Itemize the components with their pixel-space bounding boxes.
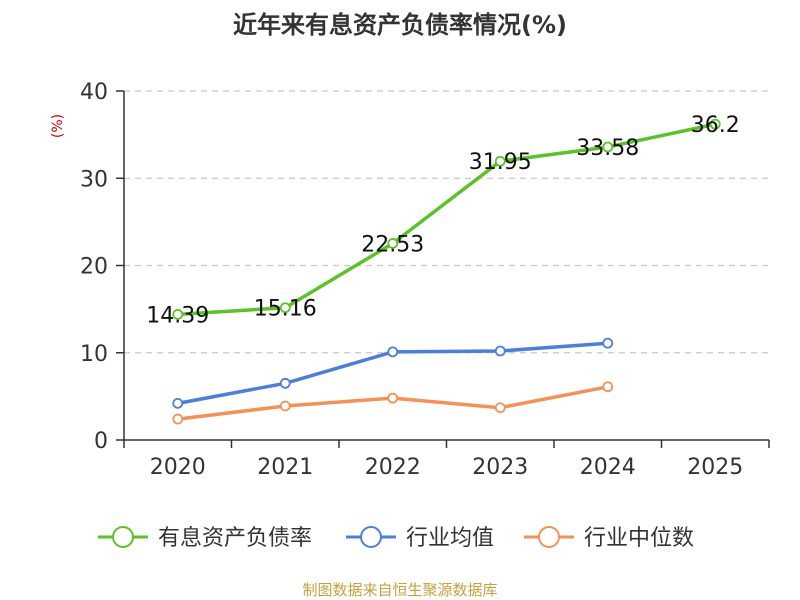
series-line-0 xyxy=(176,122,718,317)
data-point[interactable] xyxy=(279,377,291,389)
x-tick-label: 2023 xyxy=(472,455,528,480)
series-lines xyxy=(172,118,721,425)
y-tick-label: 20 xyxy=(80,255,108,280)
data-point[interactable] xyxy=(602,337,614,349)
x-tick-label: 2020 xyxy=(150,455,206,480)
legend-label: 有息资产负债率 xyxy=(158,526,312,551)
data-label: 31.95 xyxy=(469,150,532,175)
data-point[interactable] xyxy=(494,155,506,167)
data-point[interactable] xyxy=(387,392,399,404)
data-label: 33.58 xyxy=(576,136,639,161)
data-label: 36.2 xyxy=(691,113,740,138)
axes: 0 10 20 30 40 2020 2021 2022 2023 2024 2025 xyxy=(80,80,770,480)
legend-item-2[interactable]: 行业中位数 xyxy=(524,526,694,551)
data-point[interactable] xyxy=(279,302,291,314)
x-tick-label: 2025 xyxy=(687,455,743,480)
legend-label: 行业均值 xyxy=(406,526,494,551)
legend[interactable]: 有息资产负债率 行业均值 行业中位数 xyxy=(98,526,694,551)
data-point[interactable] xyxy=(172,397,184,409)
data-point[interactable] xyxy=(279,400,291,412)
data-point[interactable] xyxy=(602,381,614,393)
data-point[interactable] xyxy=(494,402,506,414)
x-tick-label: 2021 xyxy=(257,455,313,480)
legend-swatch-marker xyxy=(112,526,134,548)
data-labels: 14.39 15.16 22.53 31.95 33.58 36.2 xyxy=(146,113,739,328)
legend-item-0[interactable]: 有息资产负债率 xyxy=(98,526,312,551)
data-point[interactable] xyxy=(387,346,399,358)
grid-lines xyxy=(124,90,769,354)
y-tick-label: 10 xyxy=(80,342,108,367)
y-tick-label: 30 xyxy=(80,167,108,192)
y-tick-label: 0 xyxy=(94,429,108,454)
y-tick-label: 40 xyxy=(80,80,108,105)
legend-label: 行业中位数 xyxy=(584,526,694,551)
data-point[interactable] xyxy=(172,309,184,320)
legend-swatch-marker xyxy=(538,526,560,548)
data-point[interactable] xyxy=(602,141,614,153)
data-label: 22.53 xyxy=(361,232,424,257)
data-point[interactable] xyxy=(387,238,399,249)
y-axis-label: (%) xyxy=(50,114,66,138)
data-label: 15.16 xyxy=(254,297,317,322)
chart-title: 近年来有息资产负债率情况(%) xyxy=(233,11,567,39)
legend-item-1[interactable]: 行业均值 xyxy=(346,526,494,551)
source-note: 制图数据来自恒生聚源数据库 xyxy=(302,581,497,599)
x-tick-label: 2022 xyxy=(365,455,421,480)
data-point[interactable] xyxy=(494,345,506,357)
legend-swatch-marker xyxy=(360,526,382,548)
data-label: 14.39 xyxy=(146,303,209,328)
x-tick-label: 2024 xyxy=(580,455,636,480)
data-point[interactable] xyxy=(709,118,721,130)
data-point[interactable] xyxy=(172,413,184,425)
